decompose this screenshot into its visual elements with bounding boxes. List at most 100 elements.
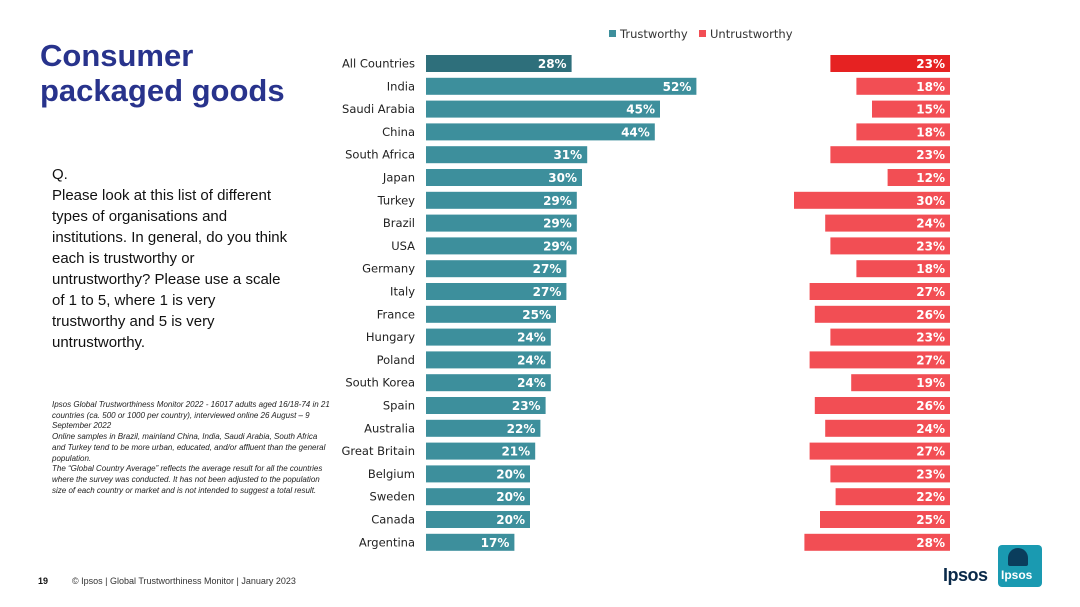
untrustworthy-value-label: 12% xyxy=(916,171,945,185)
untrustworthy-value-label: 27% xyxy=(916,445,945,459)
country-label: Japan xyxy=(382,171,415,185)
page-number: 19 xyxy=(38,576,49,586)
country-label: Great Britain xyxy=(341,444,415,458)
untrustworthy-bar xyxy=(830,465,950,483)
trustworthy-value-label: 22% xyxy=(507,422,536,436)
country-label: Saudi Arabia xyxy=(342,102,415,116)
country-label: Canada xyxy=(371,513,415,527)
trustworthy-bar xyxy=(426,419,541,437)
methodology-note: Ipsos Global Trustworthiness Monitor 202… xyxy=(52,400,332,496)
methodology-note-1: Ipsos Global Trustworthiness Monitor 202… xyxy=(52,400,330,431)
untrustworthy-value-label: 24% xyxy=(916,217,945,231)
untrustworthy-bar xyxy=(825,214,950,232)
country-label: USA xyxy=(391,239,415,253)
trustworthy-bar xyxy=(426,283,567,300)
untrustworthy-value-label: 18% xyxy=(916,125,945,139)
trustworthy-bar xyxy=(426,77,697,95)
untrustworthy-value-label: 23% xyxy=(916,331,945,345)
legend-trustworthy-swatch xyxy=(609,30,616,37)
country-label: India xyxy=(387,79,415,93)
country-label: South Korea xyxy=(345,376,415,390)
trustworthy-bar xyxy=(426,442,536,460)
country-label: Germany xyxy=(362,262,415,276)
country-label: Argentina xyxy=(359,535,415,549)
footer-text: © Ipsos | Global Trustworthiness Monitor… xyxy=(72,576,296,586)
question-text: Please look at this list of different ty… xyxy=(52,187,288,351)
untrustworthy-bar xyxy=(809,351,950,369)
untrustworthy-value-label: 27% xyxy=(916,353,945,367)
trustworthy-bar xyxy=(426,260,567,278)
question-label: Q. xyxy=(52,166,68,183)
question-block: Q. Please look at this list of different… xyxy=(52,164,292,353)
legend-untrustworthy-label: Untrustworthy xyxy=(710,27,793,41)
untrustworthy-bar xyxy=(809,283,950,300)
untrustworthy-bar xyxy=(830,146,950,164)
country-label: Italy xyxy=(390,285,415,299)
country-label: Poland xyxy=(377,353,415,367)
trustworthy-bar xyxy=(426,100,660,118)
trustworthy-bar xyxy=(426,214,577,232)
legend-trustworthy-label: Trustworthy xyxy=(619,27,688,41)
untrustworthy-value-label: 18% xyxy=(916,80,945,94)
trustworthy-value-label: 31% xyxy=(553,148,582,162)
trustworthy-bar xyxy=(426,397,546,414)
logo-shape xyxy=(1008,548,1028,566)
country-label: Turkey xyxy=(377,193,416,207)
untrustworthy-value-label: 23% xyxy=(916,57,945,71)
trustworthy-bar xyxy=(426,191,577,209)
untrustworthy-value-label: 15% xyxy=(916,103,945,117)
untrustworthy-value-label: 18% xyxy=(916,262,945,276)
trustworthy-value-label: 29% xyxy=(543,217,572,231)
trustworthy-bar xyxy=(426,511,530,528)
trustworthy-value-label: 20% xyxy=(496,490,525,504)
methodology-note-3: The “Global Country Average” reflects th… xyxy=(52,464,323,495)
trustworthy-bar xyxy=(426,328,551,346)
methodology-note-2: Online samples in Brazil, mainland China… xyxy=(52,432,326,463)
untrustworthy-bar xyxy=(809,442,950,460)
logo-text: Ipsos xyxy=(1001,568,1033,582)
untrustworthy-bar xyxy=(814,397,950,414)
trustworthy-value-label: 25% xyxy=(522,308,551,322)
trustworthy-value-label: 29% xyxy=(543,239,572,253)
country-label: Brazil xyxy=(383,216,415,230)
untrustworthy-value-label: 22% xyxy=(916,490,945,504)
untrustworthy-bar xyxy=(830,237,950,255)
country-label: All Countries xyxy=(342,57,415,71)
trustworthy-value-label: 17% xyxy=(481,536,510,550)
country-label: Sweden xyxy=(370,490,415,504)
untrustworthy-value-label: 30% xyxy=(916,194,945,208)
trustworthy-value-label: 30% xyxy=(548,171,577,185)
country-label: Spain xyxy=(383,399,415,413)
untrustworthy-bar xyxy=(794,191,950,209)
trustworthy-bar xyxy=(426,465,530,483)
untrustworthy-bar xyxy=(856,123,950,141)
trustworthy-bar xyxy=(426,533,515,551)
trustworthy-value-label: 24% xyxy=(517,331,546,345)
trustworthy-bar xyxy=(426,374,551,392)
trustworthy-bar xyxy=(426,146,588,164)
untrustworthy-bar xyxy=(830,55,950,72)
trustworthy-bar xyxy=(426,351,551,369)
brand-wordmark: Ipsos xyxy=(943,565,988,585)
trustworthy-value-label: 21% xyxy=(501,445,530,459)
untrustworthy-value-label: 23% xyxy=(916,148,945,162)
trustworthy-value-label: 52% xyxy=(663,80,692,94)
untrustworthy-bar xyxy=(887,169,950,186)
legend-untrustworthy-swatch xyxy=(699,30,706,37)
country-label: Australia xyxy=(364,421,415,435)
untrustworthy-bar xyxy=(804,533,950,551)
untrustworthy-value-label: 24% xyxy=(916,422,945,436)
untrustworthy-bar xyxy=(851,374,950,392)
untrustworthy-bar xyxy=(872,100,950,118)
untrustworthy-value-label: 28% xyxy=(916,536,945,550)
untrustworthy-value-label: 23% xyxy=(916,467,945,481)
untrustworthy-value-label: 27% xyxy=(916,285,945,299)
trustworthy-value-label: 24% xyxy=(517,376,546,390)
untrustworthy-value-label: 23% xyxy=(916,239,945,253)
country-label: France xyxy=(377,307,415,321)
untrustworthy-bar xyxy=(830,328,950,346)
untrustworthy-bar xyxy=(820,511,950,528)
untrustworthy-value-label: 25% xyxy=(916,513,945,527)
country-label: Hungary xyxy=(366,330,415,344)
untrustworthy-value-label: 26% xyxy=(916,399,945,413)
